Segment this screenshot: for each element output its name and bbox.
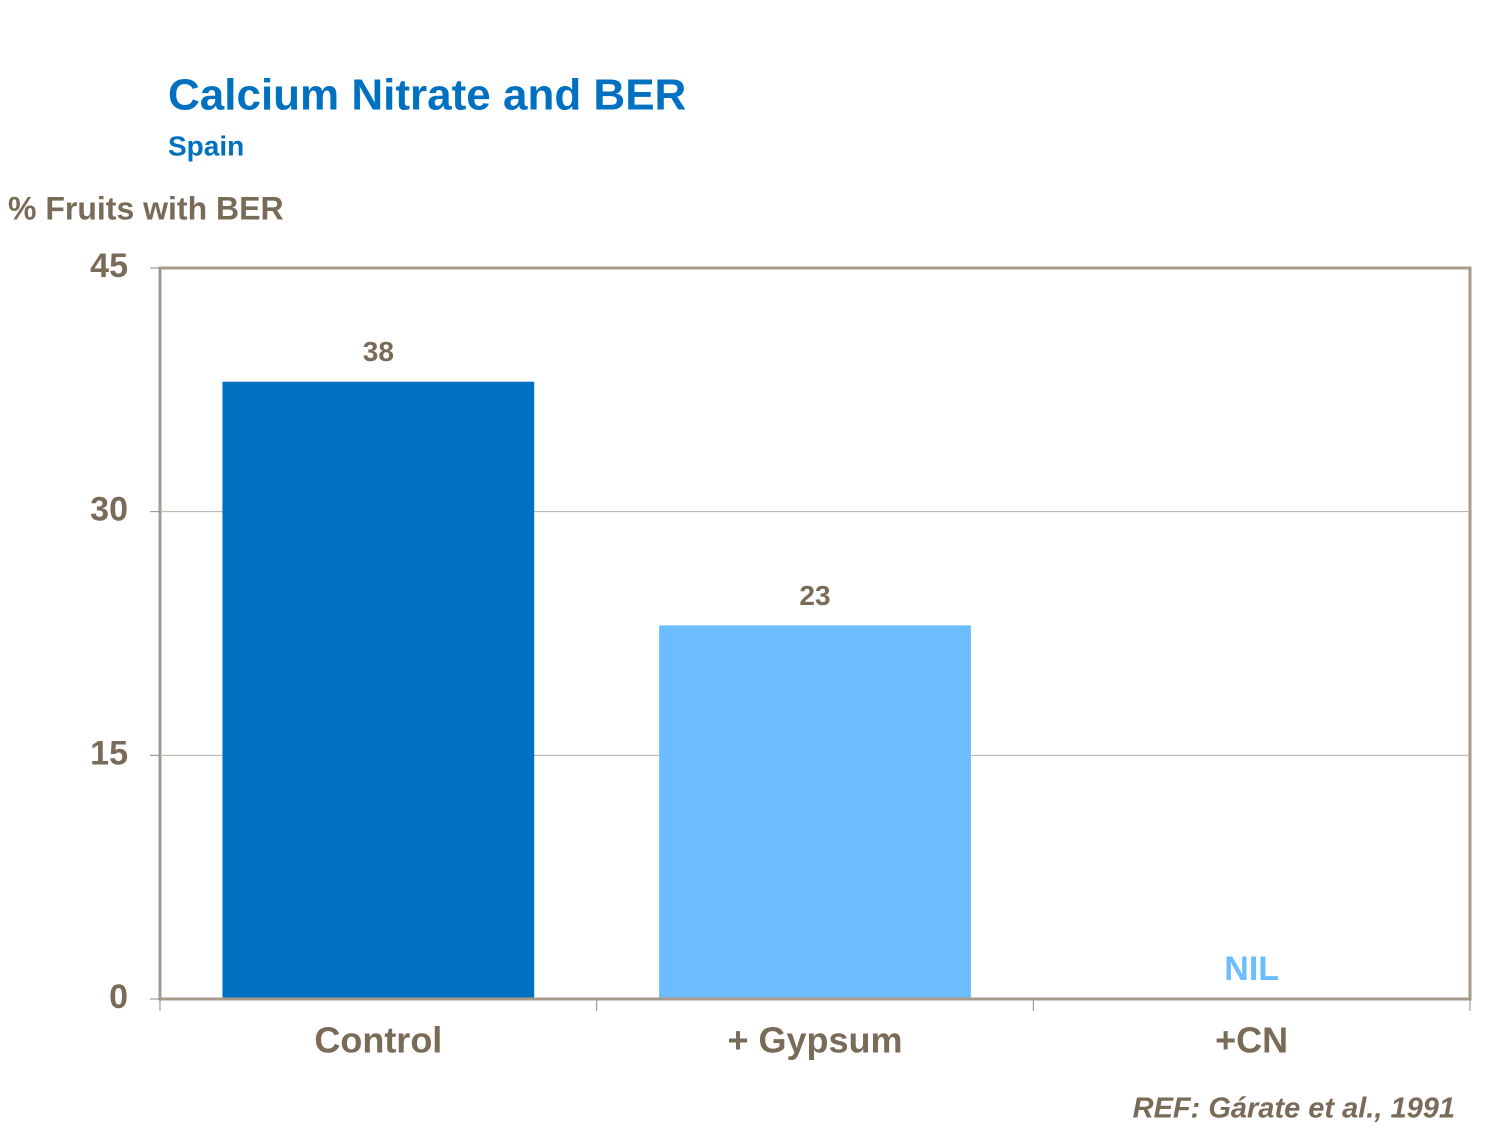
- x-tick-label: +CN: [1215, 1020, 1288, 1061]
- y-tick-label: 45: [90, 247, 128, 285]
- value-label: 38: [363, 336, 394, 367]
- y-axis-label: % Fruits with BER: [8, 190, 284, 226]
- y-tick-label: 0: [109, 978, 128, 1016]
- y-tick-label: 15: [90, 734, 128, 772]
- chart-subtitle: Spain: [168, 130, 244, 161]
- bar: [659, 625, 971, 999]
- x-tick-label: + Gypsum: [727, 1020, 902, 1061]
- reference-note: REF: Gárate et al., 1991: [1133, 1093, 1455, 1125]
- value-label: 23: [799, 580, 830, 611]
- x-tick-label: Control: [314, 1020, 442, 1061]
- y-tick-label: 30: [90, 491, 128, 529]
- value-label: NIL: [1224, 950, 1279, 988]
- chart-title: Calcium Nitrate and BER: [168, 71, 686, 120]
- bar: [222, 381, 535, 999]
